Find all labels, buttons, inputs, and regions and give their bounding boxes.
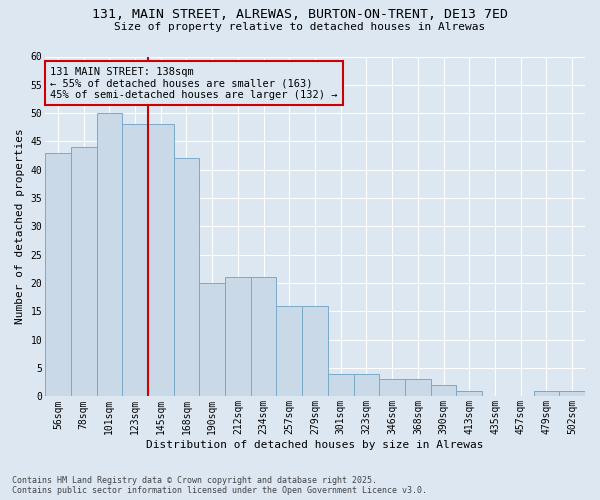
Bar: [148, 124, 173, 396]
Bar: [173, 158, 199, 396]
Bar: [277, 306, 302, 396]
Bar: [457, 391, 482, 396]
Bar: [199, 283, 225, 397]
Bar: [353, 374, 379, 396]
Y-axis label: Number of detached properties: Number of detached properties: [15, 128, 25, 324]
X-axis label: Distribution of detached houses by size in Alrewas: Distribution of detached houses by size …: [146, 440, 484, 450]
Bar: [225, 278, 251, 396]
Bar: [45, 153, 71, 396]
Bar: [431, 385, 457, 396]
Text: 131 MAIN STREET: 138sqm
← 55% of detached houses are smaller (163)
45% of semi-d: 131 MAIN STREET: 138sqm ← 55% of detache…: [50, 66, 338, 100]
Bar: [379, 380, 405, 396]
Bar: [97, 113, 122, 397]
Text: Contains HM Land Registry data © Crown copyright and database right 2025.
Contai: Contains HM Land Registry data © Crown c…: [12, 476, 427, 495]
Text: 131, MAIN STREET, ALREWAS, BURTON-ON-TRENT, DE13 7ED: 131, MAIN STREET, ALREWAS, BURTON-ON-TRE…: [92, 8, 508, 20]
Bar: [328, 374, 353, 396]
Bar: [533, 391, 559, 396]
Bar: [71, 147, 97, 396]
Bar: [302, 306, 328, 396]
Bar: [122, 124, 148, 396]
Bar: [405, 380, 431, 396]
Bar: [559, 391, 585, 396]
Bar: [251, 278, 277, 396]
Text: Size of property relative to detached houses in Alrewas: Size of property relative to detached ho…: [115, 22, 485, 32]
